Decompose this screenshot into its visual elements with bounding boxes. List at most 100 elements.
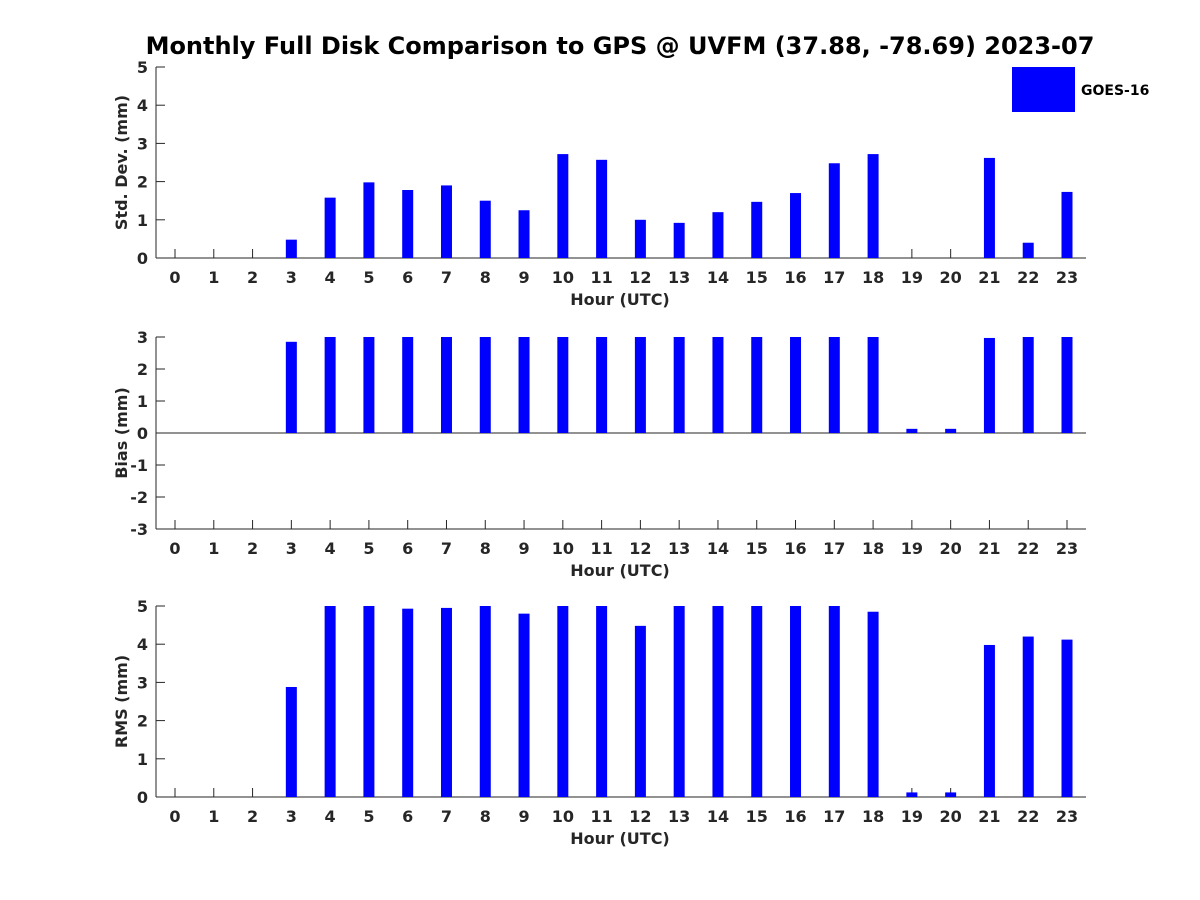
bar-rms-19	[906, 792, 918, 797]
bar-std-13	[673, 222, 685, 258]
bar-std-15	[751, 201, 763, 258]
x-tick-label: 18	[862, 268, 884, 287]
y-tick-label: 3	[137, 673, 148, 692]
x-tick-label: 17	[823, 807, 845, 826]
x-tick-label: 4	[325, 539, 336, 558]
x-tick-label: 21	[978, 268, 1000, 287]
x-axis-label: Hour (UTC)	[570, 829, 670, 848]
bar-std-21	[983, 157, 995, 258]
bar-rms-9	[518, 613, 530, 797]
bar-bias-4	[324, 337, 336, 433]
bar-bias-13	[673, 337, 685, 433]
y-tick-label: 1	[137, 392, 148, 411]
y-tick-label: -2	[130, 488, 148, 507]
bar-rms-23	[1061, 639, 1073, 797]
x-tick-label: 0	[169, 807, 180, 826]
x-tick-label: 5	[363, 539, 374, 558]
x-tick-label: 16	[784, 807, 806, 826]
x-tick-label: 10	[552, 539, 574, 558]
x-tick-label: 4	[325, 268, 336, 287]
x-tick-label: 13	[668, 807, 690, 826]
x-tick-label: 11	[590, 539, 612, 558]
x-tick-label: 7	[441, 268, 452, 287]
x-tick-label: 18	[862, 807, 884, 826]
y-tick-label: 2	[137, 360, 148, 379]
chart-title: Monthly Full Disk Comparison to GPS @ UV…	[146, 32, 1095, 60]
x-tick-label: 21	[978, 539, 1000, 558]
x-tick-label: 13	[668, 539, 690, 558]
x-tick-label: 12	[629, 539, 651, 558]
x-tick-label: 8	[480, 807, 491, 826]
bar-rms-6	[402, 608, 414, 797]
x-tick-label: 19	[901, 268, 923, 287]
x-tick-label: 0	[169, 268, 180, 287]
bar-bias-11	[596, 337, 608, 433]
x-tick-label: 14	[707, 539, 729, 558]
x-tick-label: 16	[784, 539, 806, 558]
bar-std-6	[402, 190, 414, 258]
x-tick-label: 9	[518, 539, 529, 558]
bar-bias-15	[751, 337, 763, 433]
bar-std-3	[285, 239, 297, 258]
bar-bias-5	[363, 337, 375, 433]
bar-bias-7	[440, 337, 452, 433]
x-tick-label: 20	[940, 807, 962, 826]
x-tick-label: 6	[402, 807, 413, 826]
bar-rms-15	[751, 606, 763, 797]
y-tick-label: -1	[130, 456, 148, 475]
y-tick-label: 5	[137, 58, 148, 77]
x-tick-label: 2	[247, 268, 258, 287]
y-tick-label: 0	[137, 788, 148, 807]
x-tick-label: 1	[208, 539, 219, 558]
x-tick-label: 2	[247, 807, 258, 826]
bar-rms-14	[712, 606, 724, 797]
bar-bias-23	[1061, 337, 1073, 433]
y-tick-label: 5	[137, 597, 148, 616]
bar-rms-4	[324, 606, 336, 797]
y-tick-label: -3	[130, 520, 148, 539]
bar-rms-18	[867, 611, 879, 797]
bar-bias-12	[634, 337, 646, 433]
y-axis-label: Bias (mm)	[112, 387, 131, 479]
bar-std-7	[440, 185, 452, 258]
x-tick-label: 21	[978, 807, 1000, 826]
bar-std-17	[828, 163, 840, 258]
bar-std-9	[518, 210, 530, 258]
y-axis-label: Std. Dev. (mm)	[112, 95, 131, 230]
x-tick-label: 10	[552, 807, 574, 826]
x-tick-label: 14	[707, 268, 729, 287]
y-tick-label: 4	[137, 635, 148, 654]
x-tick-label: 20	[940, 268, 962, 287]
x-tick-label: 3	[286, 268, 297, 287]
x-tick-label: 9	[518, 807, 529, 826]
x-axis-label: Hour (UTC)	[570, 561, 670, 580]
x-tick-label: 1	[208, 268, 219, 287]
bar-rms-16	[790, 606, 802, 797]
x-tick-label: 23	[1056, 268, 1078, 287]
bar-std-16	[790, 193, 802, 258]
bar-bias-17	[828, 337, 840, 433]
bar-std-12	[634, 219, 646, 258]
x-tick-label: 11	[590, 807, 612, 826]
bar-rms-10	[557, 606, 569, 797]
x-tick-label: 8	[480, 539, 491, 558]
bar-bias-16	[790, 337, 802, 433]
bar-std-8	[479, 200, 491, 258]
y-tick-label: 4	[137, 96, 148, 115]
x-tick-label: 19	[901, 807, 923, 826]
bar-std-11	[596, 159, 608, 258]
bar-std-14	[712, 212, 724, 258]
bar-std-22	[1022, 242, 1034, 258]
y-tick-label: 3	[137, 328, 148, 347]
x-tick-label: 12	[629, 807, 651, 826]
bar-bias-9	[518, 337, 530, 433]
bar-rms-21	[983, 644, 995, 797]
x-tick-label: 8	[480, 268, 491, 287]
bar-bias-19	[906, 428, 918, 433]
bar-bias-8	[479, 337, 491, 433]
x-tick-label: 12	[629, 268, 651, 287]
x-tick-label: 0	[169, 539, 180, 558]
